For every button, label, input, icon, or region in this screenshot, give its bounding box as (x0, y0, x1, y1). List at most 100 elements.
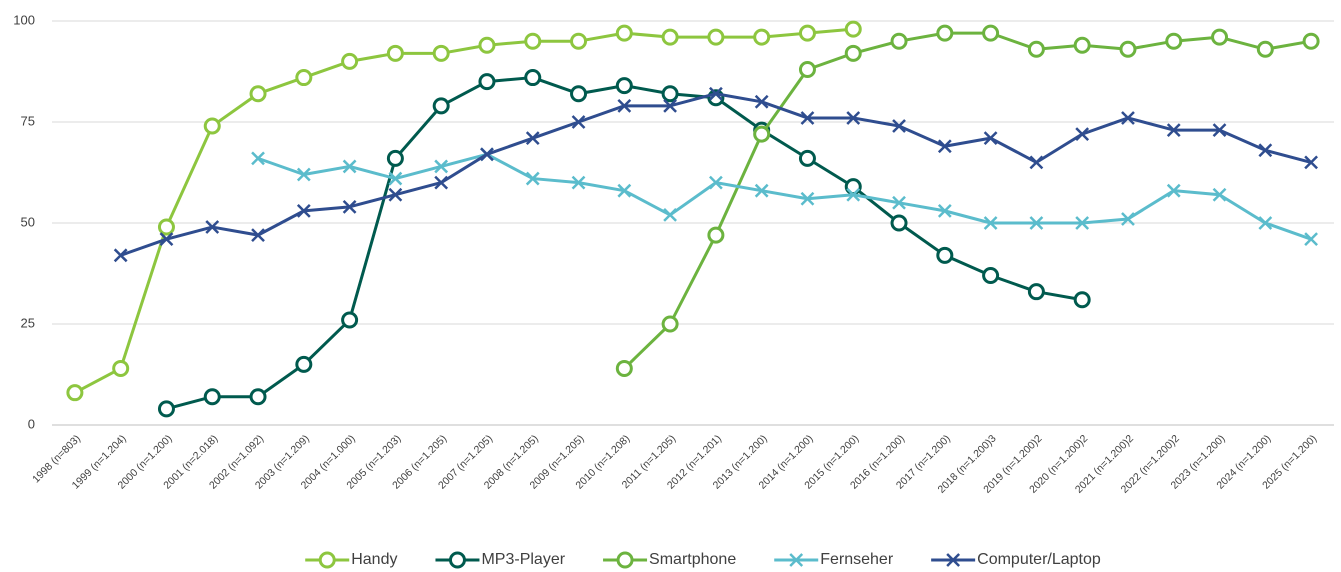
marker (663, 208, 677, 222)
marker (157, 400, 175, 418)
marker (570, 85, 588, 103)
marker (1027, 283, 1045, 301)
marker (1073, 291, 1091, 309)
marker (249, 85, 267, 103)
marker (1029, 216, 1044, 230)
marker (571, 115, 586, 129)
marker (892, 195, 906, 210)
marker (448, 551, 466, 569)
marker (753, 125, 771, 143)
marker (251, 228, 265, 243)
marker (1212, 187, 1227, 202)
marker (709, 86, 723, 101)
marker (388, 187, 403, 202)
y-tick-label: 0 (28, 416, 35, 431)
marker (844, 44, 862, 62)
marker (709, 175, 723, 190)
marker (203, 117, 221, 135)
legend-item: Handy (305, 551, 397, 569)
legend: Handy MP3-Player Smartphone Fernseher Comput… (305, 551, 1101, 569)
marker (434, 175, 449, 190)
marker (661, 28, 679, 46)
series-line (74, 27, 854, 395)
marker (617, 183, 632, 198)
marker (1258, 143, 1273, 158)
marker (1166, 183, 1181, 198)
legend-label: Fernseher (820, 551, 894, 568)
legend-item: Smartphone (603, 551, 736, 569)
marker (205, 220, 220, 234)
marker (1027, 40, 1045, 58)
marker (386, 149, 404, 167)
marker (432, 44, 450, 62)
marker (524, 32, 542, 50)
legend-label: Computer/Laptop (977, 551, 1101, 568)
marker (113, 248, 128, 263)
marker (525, 171, 540, 186)
marker (1121, 212, 1135, 226)
marker (1211, 28, 1229, 46)
marker (525, 131, 540, 146)
marker (982, 24, 1000, 42)
marker (388, 171, 403, 186)
series-line (623, 31, 1312, 370)
marker (1165, 32, 1183, 50)
marker (386, 44, 404, 62)
marker (1073, 36, 1091, 54)
marker (937, 139, 952, 154)
marker (1212, 123, 1227, 137)
marker (800, 191, 815, 206)
marker (432, 97, 450, 115)
marker (1166, 123, 1181, 137)
marker (1256, 40, 1274, 58)
marker (434, 159, 449, 174)
y-tick-label: 50 (21, 214, 35, 229)
marker (1304, 155, 1318, 170)
marker (937, 203, 952, 218)
marker (341, 52, 359, 70)
marker (983, 131, 998, 146)
marker (754, 94, 769, 109)
marker (159, 232, 174, 247)
marker (844, 20, 862, 38)
marker (615, 77, 633, 95)
marker (524, 69, 542, 87)
marker (798, 60, 816, 78)
marker (789, 553, 804, 567)
marker (1302, 32, 1320, 50)
marker (615, 24, 633, 42)
legend-item: MP3-Player (435, 551, 566, 569)
marker (1075, 127, 1090, 142)
marker (1075, 216, 1090, 230)
marker (892, 119, 906, 133)
y-tick-label: 75 (21, 113, 35, 128)
marker (295, 355, 313, 373)
marker (754, 183, 769, 198)
legend-label: Smartphone (649, 551, 736, 568)
marker (318, 551, 336, 569)
marker (936, 24, 954, 42)
marker (1121, 111, 1135, 125)
marker (846, 187, 861, 202)
marker (1029, 155, 1044, 170)
marker (846, 111, 861, 125)
marker (890, 32, 908, 50)
legend-label: Handy (351, 551, 397, 568)
marker (66, 384, 84, 402)
marker (251, 151, 265, 166)
marker (342, 199, 357, 214)
marker (946, 553, 961, 567)
marker (203, 388, 221, 406)
marker (478, 73, 496, 91)
marker (707, 226, 725, 244)
marker (342, 159, 357, 174)
marker (983, 216, 998, 230)
marker (112, 359, 130, 377)
legend-item: Fernseher (774, 551, 894, 568)
series-line (257, 152, 1312, 241)
marker (661, 315, 679, 333)
marker (296, 167, 311, 182)
marker (616, 551, 634, 569)
marker (1304, 232, 1318, 247)
y-tick-label: 100 (13, 12, 35, 27)
